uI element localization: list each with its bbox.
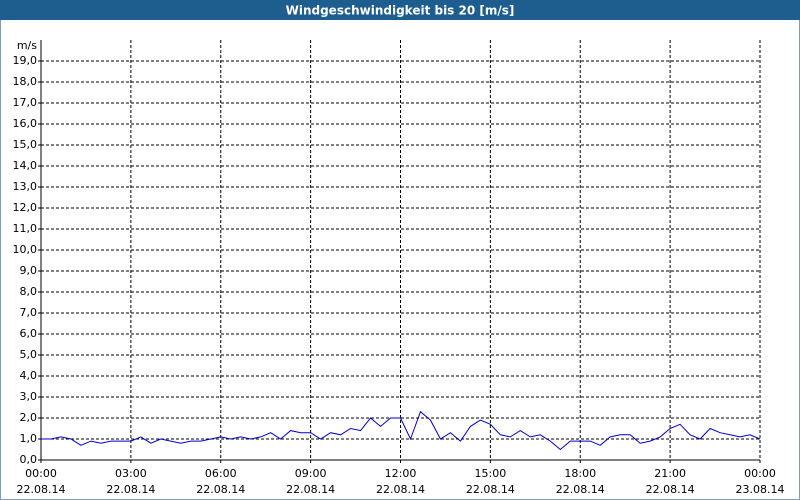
x-tick-label: 12:00 bbox=[385, 467, 417, 480]
x-tick-date: 22.08.14 bbox=[286, 483, 335, 496]
x-tick-label: 06:00 bbox=[205, 467, 237, 480]
x-tick-label: 03:00 bbox=[115, 467, 147, 480]
x-tick-label: 21:00 bbox=[654, 467, 686, 480]
x-tick-label: 09:00 bbox=[295, 467, 327, 480]
y-tick-label: 7,0 bbox=[20, 306, 38, 319]
y-tick-label: 17,0 bbox=[13, 96, 38, 109]
x-tick-date: 22.08.14 bbox=[646, 483, 695, 496]
y-tick-label: 9,0 bbox=[20, 264, 38, 277]
y-tick-label: 6,0 bbox=[20, 327, 38, 340]
y-tick-label: 18,0 bbox=[13, 75, 38, 88]
y-tick-label: 2,0 bbox=[20, 411, 38, 424]
data-line bbox=[41, 410, 761, 451]
y-tick-label: 11,0 bbox=[13, 222, 38, 235]
x-tick-date: 23.08.14 bbox=[736, 483, 785, 496]
x-tick-label: 00:00 bbox=[744, 467, 776, 480]
y-tick-label: 16,0 bbox=[13, 117, 38, 130]
y-tick-label: 1,0 bbox=[20, 432, 38, 445]
chart-title: Windgeschwindigkeit bis 20 [m/s] bbox=[286, 4, 515, 18]
y-tick-label: 15,0 bbox=[13, 138, 38, 151]
x-tick-date: 22.08.14 bbox=[466, 483, 515, 496]
y-tick-label: 0,0 bbox=[20, 453, 38, 466]
x-tick-label: 00:00 bbox=[25, 467, 57, 480]
y-tick-label: 4,0 bbox=[20, 369, 38, 382]
y-tick-label: 12,0 bbox=[13, 201, 38, 214]
y-tick-label: 3,0 bbox=[20, 390, 38, 403]
x-tick-date: 22.08.14 bbox=[376, 483, 425, 496]
x-tick-date: 22.08.14 bbox=[196, 483, 245, 496]
x-tick-date: 22.08.14 bbox=[17, 483, 66, 496]
y-tick-label: 14,0 bbox=[13, 159, 38, 172]
y-tick-label: 8,0 bbox=[20, 285, 38, 298]
x-tick-label: 15:00 bbox=[475, 467, 507, 480]
y-tick-label: 19,0 bbox=[13, 54, 38, 67]
x-tick-date: 22.08.14 bbox=[106, 483, 155, 496]
y-tick-label: 5,0 bbox=[20, 348, 38, 361]
y-unit: m/s bbox=[17, 39, 37, 52]
x-tick-date: 22.08.14 bbox=[556, 483, 605, 496]
y-tick-label: 10,0 bbox=[13, 243, 38, 256]
x-tick-label: 18:00 bbox=[564, 467, 596, 480]
y-tick-label: 13,0 bbox=[13, 180, 38, 193]
title-bar bbox=[0, 0, 800, 20]
